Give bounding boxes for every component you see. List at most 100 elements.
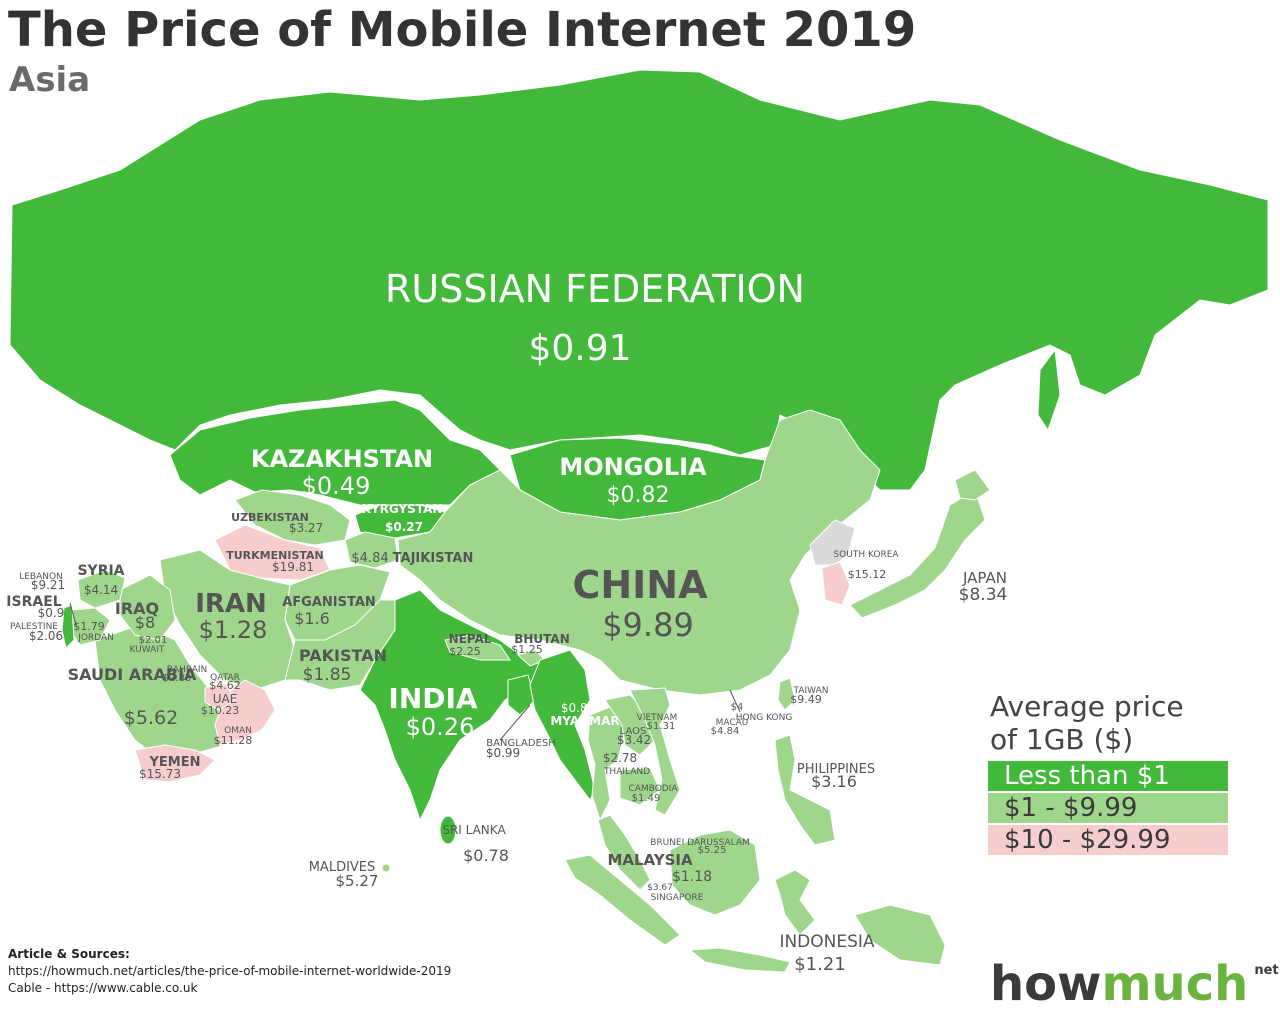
legend-item-less-than-1: Less than $1 [988, 761, 1228, 791]
label-cambodia-name: CAMBODIA [628, 784, 678, 794]
label-yemen-price: $15.73 [139, 767, 181, 781]
label-india-name: INDIA [388, 682, 478, 715]
japan-shape [849, 489, 986, 619]
label-indonesia-name: INDONESIA [779, 932, 874, 952]
sources: Article & Sources: https://howmuch.net/a… [8, 946, 451, 997]
label-kazakhstan-price: $0.49 [302, 472, 371, 500]
label-turkmenistan-name: TURKMENISTAN [226, 549, 323, 562]
north-korea-shape [809, 519, 856, 566]
logo-much: much [1101, 956, 1249, 1012]
label-afghanistan-name: AFGANISTAN [282, 595, 376, 610]
label-nepal-price: $2.25 [449, 645, 481, 658]
iraq-shape [119, 574, 176, 641]
label-iran-price: $1.28 [199, 616, 268, 644]
label-hong-kong-price: $4 [731, 702, 744, 713]
label-kuwait-name: KUWAIT [130, 645, 165, 655]
russia-shape [9, 69, 1269, 491]
label-philippines-price: $3.16 [811, 772, 857, 791]
label-syria-name: SYRIA [77, 563, 124, 579]
label-uae-price: $10.23 [201, 704, 240, 717]
label-taiwan-price: $9.49 [790, 693, 822, 706]
label-brunei-name: BRUNEI DARUSSALAM [650, 838, 750, 848]
label-tajikistan-name: TAJIKISTAN [393, 551, 474, 566]
label-china-name: CHINA [572, 563, 708, 607]
sulawesi-shape [774, 869, 816, 936]
label-israel-name: ISRAEL [6, 594, 61, 610]
label-hong-kong-name: HONG KONG [736, 713, 793, 723]
china-shape [397, 409, 881, 696]
cambodia-shape [619, 767, 661, 806]
label-uae-name: UAE [213, 692, 238, 706]
sakhalin-shape [1037, 348, 1061, 432]
label-palestine-price: $2.06 [29, 629, 63, 643]
leader-line [499, 704, 531, 741]
label-japan-price: $8.34 [959, 585, 1008, 605]
legend-title-line2: of 1GB ($) [990, 723, 1134, 756]
legend: Average price of 1GB ($) Less than $1 $1… [988, 690, 1228, 857]
label-sri-lanka-price: $0.78 [463, 846, 509, 865]
uae-shape [204, 682, 236, 711]
java-shape [688, 947, 791, 973]
label-japan-name: JAPAN [962, 569, 1007, 587]
page-title: The Price of Mobile Internet 2019 [8, 2, 917, 58]
label-kuwait-price: $2.01 [139, 635, 168, 646]
label-pakistan-name: PAKISTAN [299, 646, 387, 665]
label-bangladesh-name: BANGLADESH [486, 738, 555, 749]
label-kyrgyzstan-price: $0.27 [385, 520, 423, 534]
label-qatar-name: QATAR [210, 673, 240, 683]
label-syria-price: $4.14 [84, 583, 118, 597]
label-yemen-name: YEMEN [149, 755, 201, 770]
legend-title-line1: Average price [990, 690, 1184, 723]
malaysia-peninsula-shape [597, 814, 651, 891]
label-saudi-arabia-name: SAUDI ARABIA [68, 665, 197, 684]
label-iraq-name: IRAQ [115, 599, 159, 618]
label-vietnam-name: VIETNAM [637, 713, 678, 723]
howmuch-logo: howmuch net [990, 942, 1279, 1013]
label-uzbekistan-price: $3.27 [289, 521, 323, 535]
label-oman-name: OMAN [224, 726, 252, 736]
label-iraq-price: $8 [135, 613, 155, 632]
sumatra-shape [564, 854, 681, 946]
label-kyrgyzstan-name: KYRGYSTAN [362, 502, 443, 516]
label-malaysia-price: $1.18 [672, 869, 712, 885]
nepal-shape [444, 634, 511, 661]
label-macau-price: $4.84 [711, 726, 740, 737]
papua-shape [854, 904, 946, 966]
label-bahrain-name: BAHRAIN [167, 665, 208, 675]
legend-item-1-to-999: $1 - $9.99 [988, 793, 1228, 823]
label-indonesia-price: $1.21 [794, 954, 846, 975]
label-taiwan-name: TAIWAN [793, 686, 829, 696]
tajikistan-shape [344, 531, 399, 569]
label-south-korea-price: $15.12 [848, 568, 887, 581]
label-jordan-price: $1.79 [73, 620, 105, 633]
syria-shape [77, 569, 126, 609]
logo-net: net [1254, 963, 1279, 978]
sources-article-link[interactable]: https://howmuch.net/articles/the-price-o… [8, 964, 452, 978]
uzbekistan-shape [234, 489, 351, 546]
philippines-shape [774, 734, 836, 846]
logo-how: how [990, 956, 1102, 1012]
label-nepal-name: NEPAL [449, 632, 492, 646]
leader-line [729, 689, 741, 713]
vietnam-shape [629, 687, 681, 816]
label-jordan-name: JORDAN [77, 633, 114, 643]
label-bahrain-price: $2.83 [163, 673, 192, 684]
label-thailand-name: THAILAND [603, 767, 650, 777]
sources-heading: Article & Sources: [8, 947, 130, 961]
label-mongolia-name: MONGOLIA [559, 453, 707, 481]
label-afghanistan-price: $1.6 [294, 609, 330, 628]
label-myanmar-price: $0.87 [561, 701, 595, 715]
label-qatar-price: $4.62 [209, 679, 241, 692]
label-uzbekistan-name: UZBEKISTAN [231, 511, 309, 524]
label-thailand-price: $2.78 [603, 751, 637, 765]
yemen-shape [134, 744, 216, 783]
label-kazakhstan-name: KAZAKHSTAN [251, 445, 433, 473]
legend-item-10-to-2999: $10 - $29.99 [988, 825, 1228, 855]
label-maldives-price: $5.27 [336, 872, 379, 890]
sources-cable-link[interactable]: Cable - https://www.cable.co.uk [8, 981, 198, 995]
label-vietnam-price: $1.31 [647, 721, 676, 732]
label-oman-price: $11.28 [214, 734, 253, 747]
label-malaysia-name: MALAYSIA [607, 851, 693, 869]
label-tajikistan-price: $4.84 [351, 551, 388, 566]
label-pakistan-price: $1.85 [303, 665, 352, 685]
